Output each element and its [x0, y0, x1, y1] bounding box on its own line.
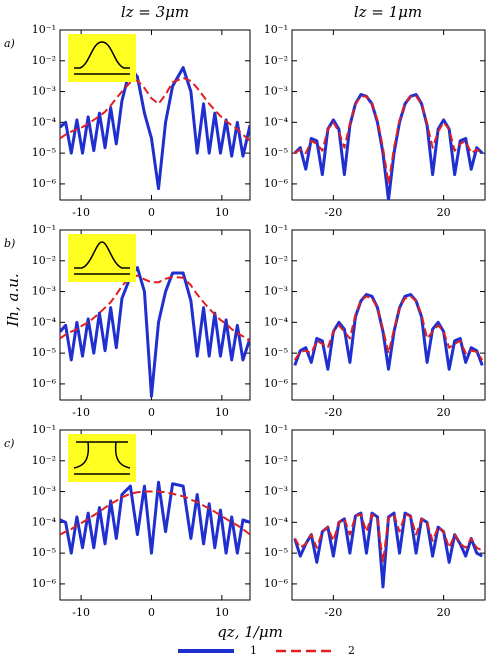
y-tick-label: 10⁻⁴: [32, 115, 57, 128]
series-line: [293, 93, 484, 200]
column-title: lz = 1μm: [354, 3, 422, 21]
plot-frame: [291, 229, 486, 401]
x-tick-label: 10: [215, 606, 229, 619]
column-title: lz = 3μm: [121, 3, 189, 21]
plot-area: [293, 511, 483, 589]
inset-shape: [74, 41, 130, 75]
legend-label: 2: [348, 644, 355, 657]
y-tick-label: 10⁻⁶: [264, 577, 289, 590]
y-tick-label: 10⁻³: [264, 285, 288, 298]
plot-area: [60, 66, 250, 191]
y-tick-label: 10⁻²: [264, 454, 288, 467]
plot-frame: [59, 229, 251, 401]
x-tick-label: -10: [72, 606, 90, 619]
x-tick-label: -20: [324, 406, 342, 419]
series-line: [293, 513, 483, 564]
x-tick-label: -10: [72, 406, 90, 419]
plot-area: [293, 93, 484, 200]
inset-shape: [73, 441, 131, 475]
y-tick-label: 10⁻⁶: [32, 177, 57, 190]
series-line: [294, 95, 483, 185]
plot-area: [60, 480, 250, 555]
y-tick-label: 10⁻¹: [32, 223, 56, 236]
series-line: [60, 274, 250, 342]
x-tick-label: 0: [148, 606, 155, 619]
legend-label: 1: [250, 644, 257, 657]
plot-area: [60, 266, 250, 398]
x-tick-label: -20: [324, 206, 342, 219]
y-tick-label: 10⁻²: [32, 454, 56, 467]
y-tick-label: 10⁻¹: [264, 423, 288, 436]
y-axis-label: Ih, a.u.: [4, 273, 22, 327]
y-tick-label: 10⁻⁶: [264, 377, 289, 390]
inset: [68, 234, 136, 282]
y-tick-label: 10⁻⁵: [32, 546, 56, 559]
x-axis-label: qz, 1/μm: [217, 623, 283, 641]
x-tick-label: 20: [437, 406, 451, 419]
y-tick-label: 10⁻⁵: [32, 146, 56, 159]
y-tick-label: 10⁻⁶: [32, 577, 57, 590]
series-line: [293, 295, 484, 361]
inset-box: [68, 434, 136, 482]
y-tick-label: 10⁻⁴: [32, 515, 57, 528]
inset-box: [68, 234, 136, 282]
x-tick-label: -10: [72, 206, 90, 219]
y-tick-label: 10⁻⁴: [264, 115, 289, 128]
series-line: [60, 266, 250, 398]
x-tick-label: 20: [437, 206, 451, 219]
y-tick-label: 10⁻²: [264, 54, 288, 67]
y-tick-label: 10⁻¹: [32, 23, 56, 36]
inset: [68, 434, 136, 482]
y-tick-label: 10⁻³: [32, 285, 56, 298]
y-tick-label: 10⁻⁵: [264, 346, 288, 359]
y-tick-label: 10⁻²: [32, 254, 56, 267]
panel-label: a): [4, 37, 15, 50]
x-tick-label: -20: [324, 606, 342, 619]
plot-frame: [59, 29, 251, 201]
y-tick-label: 10⁻¹: [32, 423, 56, 436]
y-tick-label: 10⁻¹: [264, 223, 288, 236]
y-tick-label: 10⁻⁴: [264, 515, 289, 528]
x-tick-label: 0: [148, 206, 155, 219]
y-tick-label: 10⁻⁵: [32, 346, 56, 359]
series-line: [60, 66, 250, 191]
plot-frame: [59, 429, 251, 601]
y-tick-label: 10⁻⁶: [32, 377, 57, 390]
y-tick-label: 10⁻²: [32, 54, 56, 67]
x-tick-label: 10: [215, 206, 229, 219]
plot-area: [293, 293, 484, 371]
series-line: [60, 480, 250, 555]
series-line: [60, 76, 250, 142]
series-line: [293, 511, 483, 589]
y-tick-label: 10⁻¹: [264, 23, 288, 36]
x-tick-label: 0: [148, 406, 155, 419]
plot-frame: [291, 429, 486, 601]
panel-label: c): [4, 437, 14, 450]
inset: [68, 34, 136, 82]
y-tick-label: 10⁻⁴: [264, 315, 289, 328]
y-tick-label: 10⁻³: [32, 485, 56, 498]
y-tick-label: 10⁻⁵: [264, 146, 288, 159]
y-tick-label: 10⁻⁵: [264, 546, 288, 559]
panel-label: b): [4, 237, 15, 250]
y-tick-label: 10⁻⁴: [32, 315, 57, 328]
inset-shape: [74, 241, 130, 275]
y-tick-label: 10⁻³: [264, 485, 288, 498]
y-tick-label: 10⁻⁶: [264, 177, 289, 190]
y-tick-label: 10⁻³: [264, 85, 288, 98]
series-line: [293, 293, 484, 371]
y-tick-label: 10⁻²: [264, 254, 288, 267]
y-tick-label: 10⁻³: [32, 85, 56, 98]
series-line: [60, 490, 250, 536]
x-tick-label: 10: [215, 406, 229, 419]
x-tick-label: 20: [437, 606, 451, 619]
inset-box: [68, 34, 136, 82]
